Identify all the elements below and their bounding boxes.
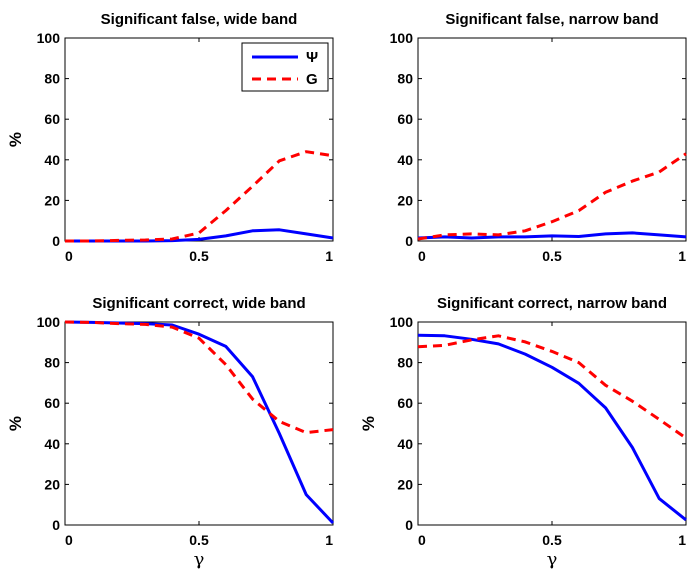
- x-tick-label: 1: [678, 532, 686, 548]
- y-tick-label: 40: [397, 436, 413, 452]
- y-tick-label: 80: [397, 71, 413, 87]
- y-tick-label: 0: [52, 517, 60, 533]
- y-tick-label: 0: [52, 233, 60, 249]
- y-tick-label: 100: [37, 30, 61, 46]
- y-tick-label: 100: [390, 30, 414, 46]
- x-tick-label: 1: [325, 532, 333, 548]
- series-g-line: [417, 152, 687, 241]
- legend-box: [241, 42, 329, 92]
- x-tick-label: 0.5: [189, 532, 209, 548]
- y-tick-label: 100: [37, 314, 61, 330]
- y-tick-label: 60: [44, 111, 60, 127]
- chart-title: Significant correct, wide band: [92, 295, 305, 312]
- panel-1: Significant false, wide band020406080100…: [6, 11, 334, 264]
- y-tick-label: 40: [44, 436, 60, 452]
- y-tick-label: 20: [44, 192, 60, 208]
- axes-box: [64, 321, 334, 526]
- y-tick-label: 0: [405, 517, 413, 533]
- x-tick-label: 0: [418, 248, 426, 264]
- series-psi-line: [417, 231, 687, 240]
- y-tick-label: 40: [44, 152, 60, 168]
- legend-g-label: G: [306, 71, 318, 88]
- y-tick-label: 80: [397, 355, 413, 371]
- y-tick-label: 20: [397, 192, 413, 208]
- chart-title: Significant correct, narrow band: [437, 295, 667, 312]
- series-g-line: [65, 150, 334, 243]
- x-axis-label: γ: [194, 549, 205, 570]
- chart-title: Significant false, wide band: [101, 11, 298, 28]
- panel-3: Significant correct, wide band 0 20 40 60 80 1…: [6, 295, 335, 570]
- x-tick-label: 0: [65, 248, 73, 264]
- chart-title: Significant false, narrow band: [445, 11, 658, 28]
- y-tick-label: 60: [397, 111, 413, 127]
- series-psi-line: [64, 320, 335, 525]
- y-axis-label: %: [359, 416, 378, 431]
- y-axis-label: %: [6, 416, 25, 431]
- y-tick-label: 40: [397, 152, 413, 168]
- series-psi-line: [417, 333, 687, 522]
- y-axis-label: %: [6, 132, 25, 147]
- series-g-line: [64, 320, 334, 435]
- x-tick-label: 0.5: [542, 532, 562, 548]
- legend: ΨG: [241, 42, 329, 92]
- y-tick-label: 0: [405, 233, 413, 249]
- x-tick-label: 1: [678, 248, 686, 264]
- y-tick-label: 80: [44, 355, 60, 371]
- y-tick-label: 100: [390, 314, 414, 330]
- x-tick-label: 0.5: [542, 248, 562, 264]
- y-tick-label: 20: [397, 476, 413, 492]
- legend-psi-label: Ψ: [306, 49, 318, 66]
- panel-4: Significant correct, narrow band 0 20 40 60 8…: [359, 295, 687, 570]
- series-psi-line: [65, 228, 334, 243]
- series-g-line: [417, 334, 687, 440]
- y-tick-label: 20: [44, 476, 60, 492]
- x-tick-label: 0: [418, 532, 426, 548]
- panel-2: Significant false, narrow band 0 20 40 60 80 1…: [390, 11, 687, 264]
- x-axis-label: γ: [547, 549, 558, 570]
- y-tick-label: 60: [397, 395, 413, 411]
- x-tick-label: 0: [65, 532, 73, 548]
- x-tick-label: 0.5: [189, 248, 209, 264]
- x-tick-label: 1: [325, 248, 333, 264]
- axes-box: [417, 37, 687, 242]
- y-tick-label: 60: [44, 395, 60, 411]
- y-tick-label: 80: [44, 71, 60, 87]
